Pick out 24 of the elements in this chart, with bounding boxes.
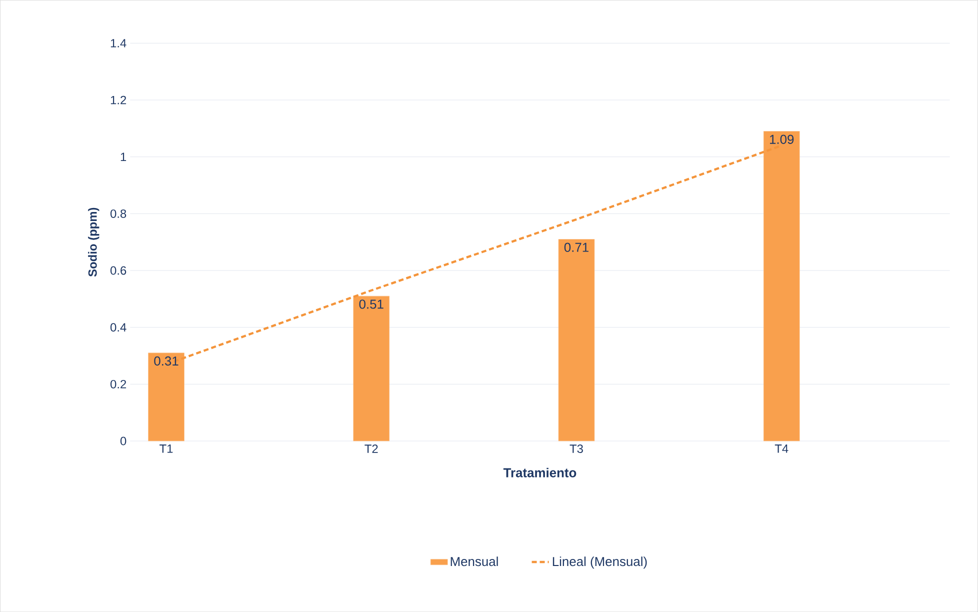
x-axis-title: Tratamiento xyxy=(503,468,576,478)
y-tick-label: 1.2 xyxy=(110,96,126,104)
data-label: 0.31 xyxy=(154,356,178,366)
bar xyxy=(558,238,595,442)
legend-label: Lineal (Mensual) xyxy=(552,556,647,569)
x-tick-label: T1 xyxy=(160,444,173,453)
legend-label: Mensual xyxy=(450,556,498,566)
data-label: 0.51 xyxy=(359,300,384,309)
y-tick-label: 0.2 xyxy=(110,380,126,388)
y-tick-label: 1.4 xyxy=(110,39,126,48)
bar xyxy=(353,296,390,442)
bar xyxy=(148,352,184,442)
x-tick-label: T3 xyxy=(570,444,583,453)
y-tick-label: 0.6 xyxy=(110,266,126,275)
bar xyxy=(763,131,800,442)
data-label: 1.09 xyxy=(770,134,794,144)
x-tick-label: T2 xyxy=(364,444,378,453)
y-axis-title: Sodio (ppm) xyxy=(88,208,100,277)
x-tick-label: T4 xyxy=(774,444,788,453)
data-label: 0.71 xyxy=(564,242,588,252)
y-tick-label: 0.8 xyxy=(110,209,126,218)
y-tick-label: 1 xyxy=(120,152,126,161)
y-tick-label: 0.4 xyxy=(110,323,126,332)
y-tick-label: 0 xyxy=(120,436,126,446)
